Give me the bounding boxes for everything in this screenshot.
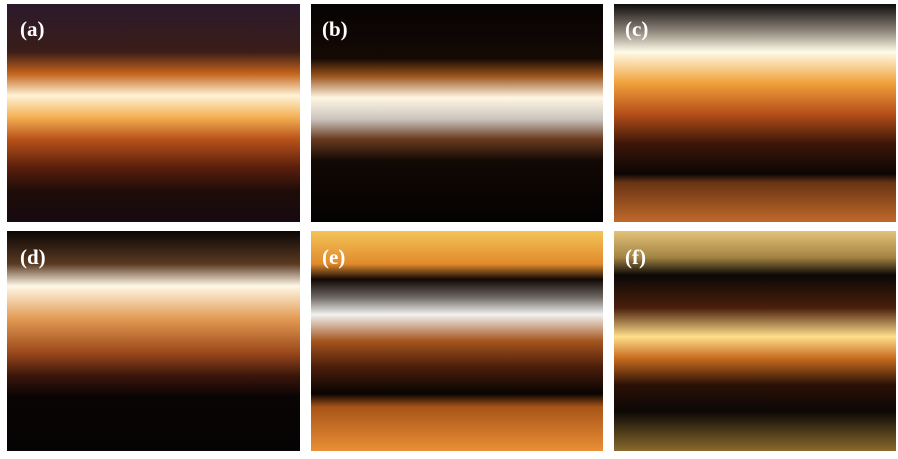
panel-label: (c) bbox=[625, 17, 648, 41]
panel-a: (a) bbox=[7, 4, 300, 222]
photo bbox=[7, 231, 300, 451]
panel-label: (d) bbox=[20, 245, 46, 269]
photo bbox=[311, 4, 603, 222]
photo bbox=[614, 4, 896, 222]
photo bbox=[311, 231, 603, 451]
photo bbox=[7, 4, 300, 222]
panel-label: (b) bbox=[322, 17, 348, 41]
panel-f: (f) bbox=[614, 231, 896, 451]
panel-b: (b) bbox=[311, 4, 603, 222]
panel-label: (f) bbox=[625, 245, 646, 269]
panel-label: (a) bbox=[20, 17, 45, 41]
panel-label: (e) bbox=[322, 245, 345, 269]
panel-c: (c) bbox=[614, 4, 896, 222]
figure: (a) (b) (c) (d) (e) (f) bbox=[0, 0, 898, 454]
photo bbox=[614, 231, 896, 451]
panel-e: (e) bbox=[311, 231, 603, 451]
panel-d: (d) bbox=[7, 231, 300, 451]
